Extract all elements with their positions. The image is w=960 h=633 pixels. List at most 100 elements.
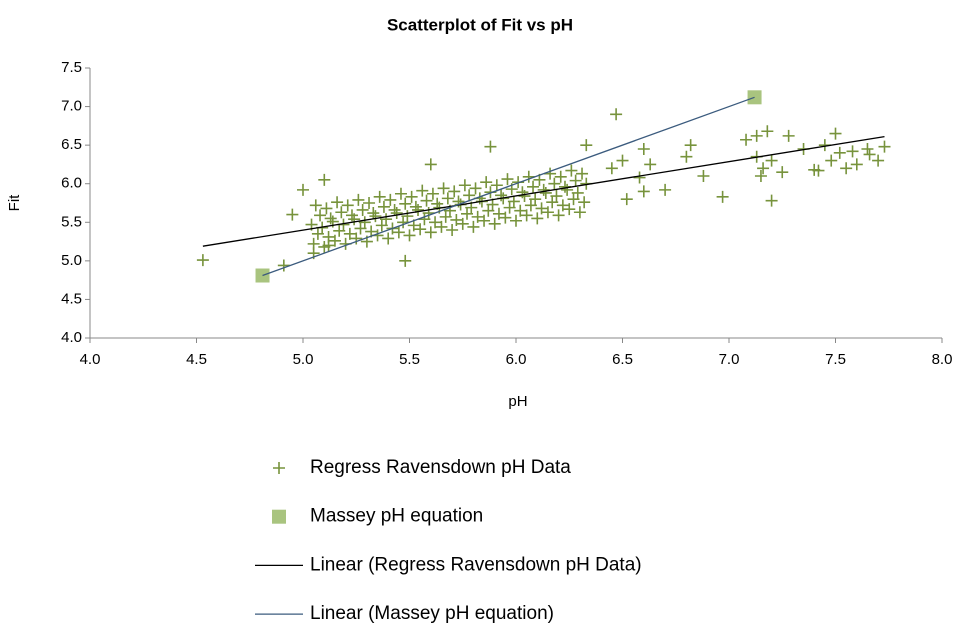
point — [354, 222, 367, 235]
point — [375, 219, 388, 232]
point — [424, 158, 437, 171]
point — [392, 226, 405, 239]
point — [369, 210, 382, 223]
point — [471, 210, 484, 223]
point — [343, 227, 356, 240]
point — [548, 177, 561, 190]
point — [418, 213, 431, 226]
point — [492, 207, 505, 220]
point — [356, 203, 369, 216]
y-tick-label: 7.0 — [61, 98, 82, 115]
point — [352, 193, 365, 206]
point — [610, 108, 623, 121]
point — [580, 139, 593, 152]
point — [565, 164, 578, 177]
point — [569, 174, 582, 187]
x-tick-label: 7.0 — [719, 351, 740, 368]
y-tick-label: 5.5 — [61, 213, 82, 230]
point — [367, 207, 380, 220]
point — [527, 180, 540, 193]
y-tick-label: 4.5 — [61, 290, 82, 307]
point — [461, 207, 474, 220]
point — [448, 185, 461, 198]
point — [450, 213, 463, 226]
point — [373, 190, 386, 203]
point — [776, 166, 789, 179]
point — [324, 212, 337, 225]
point — [499, 211, 512, 224]
point — [754, 170, 767, 182]
point — [846, 145, 859, 158]
x-tick-label: 5.0 — [293, 351, 314, 368]
y-tick-label: 4.0 — [61, 329, 82, 346]
point — [456, 217, 469, 230]
y-tick-label: 6.0 — [61, 175, 82, 192]
point — [573, 206, 586, 219]
point — [320, 202, 333, 215]
point — [537, 183, 550, 196]
point — [576, 167, 589, 180]
point — [399, 254, 412, 267]
point — [578, 196, 591, 209]
point — [388, 203, 401, 216]
point — [637, 143, 650, 155]
legend-label: Massey pH equation — [310, 506, 483, 527]
point — [363, 197, 376, 209]
point — [484, 140, 497, 153]
point — [416, 184, 429, 197]
point — [412, 203, 425, 216]
point — [546, 196, 559, 209]
point — [659, 183, 672, 196]
point — [318, 173, 331, 186]
point — [697, 170, 710, 182]
point — [567, 193, 580, 206]
point — [196, 254, 209, 267]
point — [322, 239, 335, 252]
point — [514, 204, 527, 217]
point — [384, 193, 397, 206]
point — [405, 190, 418, 203]
point — [435, 220, 448, 233]
point — [382, 232, 395, 245]
point — [409, 200, 422, 213]
point — [501, 173, 514, 186]
point — [633, 171, 646, 184]
point — [524, 199, 537, 212]
point — [620, 193, 633, 206]
point — [358, 216, 371, 229]
trend-line — [202, 136, 885, 247]
point — [544, 167, 557, 180]
point — [333, 224, 346, 237]
x-tick-label: 7.5 — [825, 351, 846, 368]
point — [522, 170, 535, 183]
point — [486, 198, 499, 211]
x-axis-label: pH — [508, 393, 527, 410]
point — [518, 190, 531, 203]
point — [520, 209, 533, 222]
point — [684, 139, 697, 152]
point — [554, 170, 567, 183]
point — [561, 183, 574, 196]
x-tick-label: 6.0 — [506, 351, 527, 368]
point — [531, 212, 544, 225]
point — [469, 182, 482, 195]
point — [490, 179, 503, 192]
point — [394, 187, 407, 200]
point — [286, 208, 299, 221]
point — [782, 129, 795, 142]
point — [422, 207, 435, 220]
legend-label: Linear (Massey pH equation) — [310, 603, 554, 624]
y-tick-label: 5.0 — [61, 252, 82, 269]
x-tick-label: 4.5 — [186, 351, 207, 368]
point — [478, 214, 491, 227]
x-tick-label: 4.0 — [80, 351, 101, 368]
point — [437, 182, 450, 195]
point — [446, 224, 459, 236]
point — [507, 195, 520, 208]
point — [750, 129, 763, 142]
point — [825, 154, 838, 167]
point — [458, 179, 471, 192]
point — [414, 223, 427, 236]
point — [341, 199, 354, 212]
